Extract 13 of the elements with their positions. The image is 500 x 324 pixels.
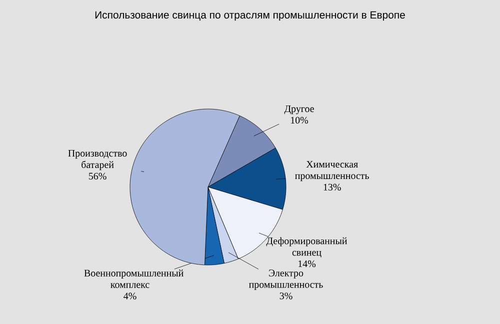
- data-label: 4%: [124, 292, 136, 300]
- slice-label: Другое: [284, 105, 314, 114]
- data-label: 13%: [324, 184, 341, 191]
- slice-label: Электро промышленность: [249, 270, 323, 290]
- data-label: 14%: [298, 260, 316, 268]
- slice-label: Химическая промышленность: [295, 160, 369, 182]
- slice-label: Военнопромышленный комплекс: [84, 270, 184, 288]
- data-label: 56%: [89, 172, 106, 180]
- data-label: 10%: [291, 116, 308, 124]
- data-label: 3%: [280, 292, 292, 300]
- chart-title: Использование свинца по отраслям промышленности в Европе: [95, 11, 405, 21]
- slice-label: Производство батарей: [68, 150, 127, 170]
- slice-label: Деформированный свинец: [266, 237, 348, 258]
